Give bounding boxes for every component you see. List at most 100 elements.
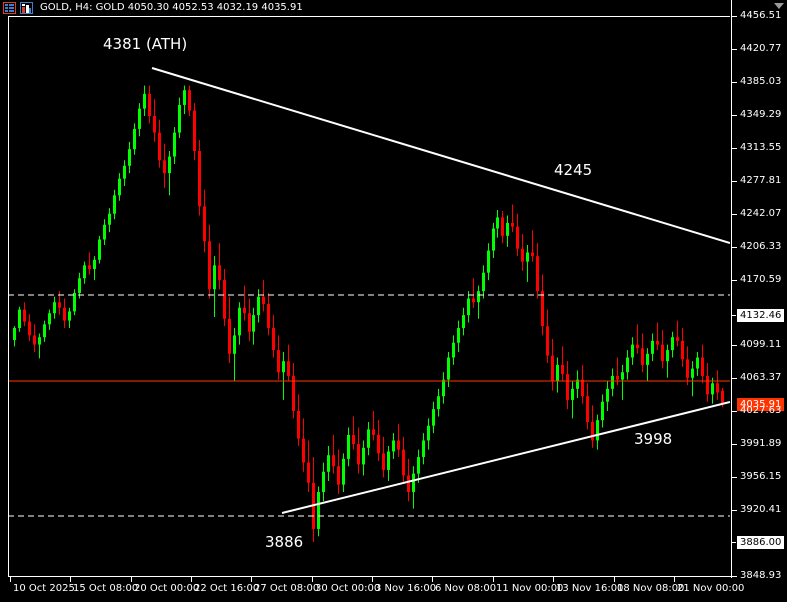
candle-body	[676, 337, 679, 341]
candle-body	[646, 353, 649, 365]
candle-body	[58, 302, 61, 308]
candle-body	[561, 364, 564, 375]
candle-body	[576, 379, 579, 389]
price-label: 4420.77	[740, 42, 782, 54]
candle-body	[671, 337, 674, 351]
candle-body	[601, 401, 604, 421]
candle-body	[83, 265, 86, 279]
candle-body	[397, 440, 400, 450]
time-label: 18 Nov 08:00	[617, 583, 685, 594]
candle-body	[73, 292, 76, 312]
chart-title: GOLD, H4: GOLD 4050.30 4052.53 4032.19 4…	[40, 2, 303, 13]
candle-body	[322, 471, 325, 493]
candle-body	[352, 434, 355, 445]
candle-body	[228, 318, 231, 354]
level-price-label: 4132.46	[737, 308, 785, 322]
candle-body	[591, 422, 594, 441]
candle-body	[536, 256, 539, 292]
candle-body	[506, 222, 509, 236]
descending-trendline[interactable]	[151, 67, 730, 244]
candle-body	[18, 309, 21, 329]
price-tick	[732, 576, 737, 577]
time-label: 27 Oct 08:00	[254, 583, 320, 594]
price-tick	[732, 510, 737, 512]
price-label: 4242.07	[740, 207, 782, 219]
candle-body	[382, 453, 385, 470]
candle-body	[143, 93, 146, 109]
candle-body	[546, 326, 549, 356]
candle-body	[133, 128, 136, 150]
price-label: 3991.89	[740, 438, 782, 450]
candle-body	[327, 455, 330, 472]
time-label: 10 Oct 2025	[13, 583, 75, 594]
candle-body	[531, 252, 534, 257]
candle-body	[392, 440, 395, 452]
candle-body	[417, 457, 420, 474]
time-scale[interactable]: 10 Oct 2025 15 Oct 08:00 20 Oct 00:00 22 Oc…	[0, 577, 787, 602]
candle-body	[93, 259, 96, 270]
candle-body	[701, 357, 704, 376]
candle-body	[88, 265, 91, 270]
candle-body	[571, 388, 574, 400]
candle-body	[566, 374, 569, 400]
candle-body	[686, 359, 689, 378]
candle-body	[33, 335, 36, 345]
candle-body	[447, 357, 450, 380]
candle-body	[706, 375, 709, 395]
candle-body	[168, 156, 171, 174]
candle-body	[277, 350, 280, 373]
candle-body	[516, 226, 519, 249]
candle-body	[63, 307, 66, 321]
drawing-overlay	[8, 67, 730, 517]
price-tick	[732, 180, 737, 182]
price-scale[interactable]: 4456.51 4420.77 4385.03 4349.29 4313.55 4277.…	[732, 0, 787, 581]
ascending-trendline[interactable]	[281, 401, 730, 514]
time-tick	[131, 577, 132, 582]
candle-body	[402, 449, 405, 476]
candle-body	[158, 132, 161, 161]
swing-low-annotation: 3886	[265, 533, 304, 551]
candle-body	[337, 466, 340, 485]
candle-body	[248, 313, 251, 332]
time-label: 22 Oct 16:00	[194, 583, 260, 594]
time-tick	[10, 577, 11, 582]
candle-body	[462, 315, 465, 329]
candle-body	[511, 222, 514, 227]
candlestick-series	[13, 85, 724, 542]
price-tick	[732, 147, 737, 149]
candle-body	[223, 280, 226, 319]
candle-body	[302, 438, 305, 463]
candle-body	[477, 291, 480, 303]
candle-body	[213, 265, 216, 290]
candle-body	[496, 217, 499, 229]
chart-plot-area[interactable]: 4381 (ATH) 4245 3998 3886	[8, 16, 730, 576]
price-label: 3848.93	[740, 570, 782, 581]
candle-body	[272, 328, 275, 351]
candle-body	[108, 213, 111, 225]
candle-body	[696, 357, 699, 369]
candle-body	[387, 451, 390, 470]
candle-body	[521, 248, 524, 262]
candle-body	[487, 250, 490, 273]
candle-body	[611, 375, 614, 389]
candle-body	[148, 93, 151, 117]
candle-body	[153, 116, 156, 133]
candle-body	[252, 315, 255, 332]
candle-body	[257, 296, 260, 316]
price-tick	[732, 279, 737, 281]
data-window-icon[interactable]	[3, 2, 16, 14]
price-tick	[732, 213, 737, 215]
candle-body	[287, 361, 290, 376]
bar-chart-icon[interactable]	[20, 2, 33, 14]
candle-body	[53, 302, 56, 314]
candle-body	[183, 90, 186, 105]
candle-body	[243, 307, 246, 314]
candle-body	[372, 429, 375, 435]
candle-body	[437, 396, 440, 410]
chevron-down-icon[interactable]	[774, 3, 784, 9]
candle-body	[282, 361, 285, 373]
candle-body	[123, 165, 126, 179]
candle-body	[267, 304, 270, 329]
price-tick	[732, 81, 737, 83]
price-label: 4277.81	[740, 174, 782, 186]
